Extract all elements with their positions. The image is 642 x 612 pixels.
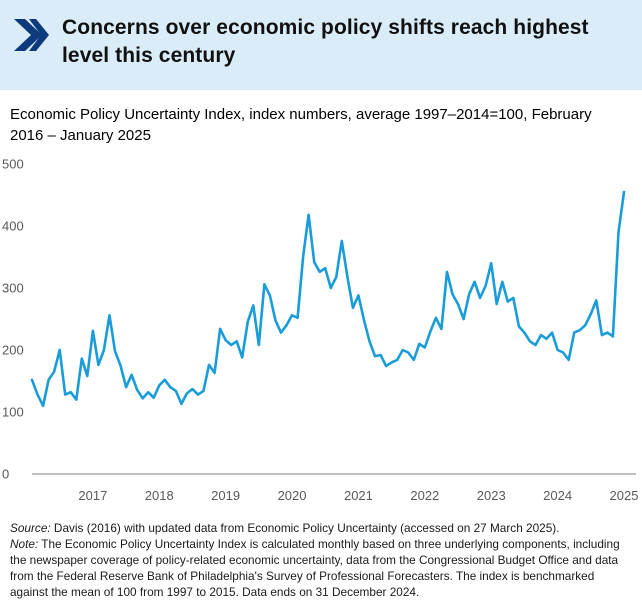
epu-line-chart: 0 100 200 300 400 500 2017 2018 2019 2020 2021 2022… <box>2 157 639 504</box>
chart-subtitle: Economic Policy Uncertainty Index, index… <box>10 106 592 144</box>
x-axis-tick-label: 2023 <box>477 488 506 503</box>
header-band: Concerns over economic policy shifts rea… <box>0 0 642 90</box>
chart-area: 0 100 200 300 400 500 2017 2018 2019 2020 2021 2022… <box>0 148 642 515</box>
note-label: Note: <box>10 536 39 551</box>
x-axis-tick-label: 2017 <box>78 488 107 503</box>
note-text: The Economic Policy Uncertainty Index is… <box>10 536 620 599</box>
x-axis-tick-label: 2024 <box>543 488 572 503</box>
x-axis-tick-label: 2021 <box>344 488 373 503</box>
subtitle-wrap: Economic Policy Uncertainty Index, index… <box>0 90 642 148</box>
x-axis-tick-label: 2022 <box>410 488 439 503</box>
source-note: Source: Davis (2016) with updated data f… <box>10 521 628 601</box>
source-label: Source: <box>10 521 51 535</box>
page-title: Concerns over economic policy shifts rea… <box>62 16 589 68</box>
double-chevron-icon <box>12 16 50 59</box>
x-axis-tick-label: 2025 <box>610 488 639 503</box>
x-axis-tick-label: 2018 <box>145 488 174 503</box>
y-axis-tick-label: 300 <box>2 281 24 296</box>
y-axis-tick-label: 100 <box>2 405 24 420</box>
x-axis-tick-label: 2020 <box>278 488 307 503</box>
footnotes: Source: Davis (2016) with updated data f… <box>0 515 642 601</box>
source-text: Davis (2016) with updated data from Econ… <box>50 521 560 535</box>
y-axis-tick-label: 400 <box>2 219 24 234</box>
epu-series-line <box>30 190 626 408</box>
y-axis-tick-label: 200 <box>2 343 24 358</box>
y-axis-tick-label: 500 <box>2 157 24 172</box>
y-axis-tick-label: 0 <box>2 467 9 482</box>
x-axis-tick-label: 2019 <box>211 488 240 503</box>
